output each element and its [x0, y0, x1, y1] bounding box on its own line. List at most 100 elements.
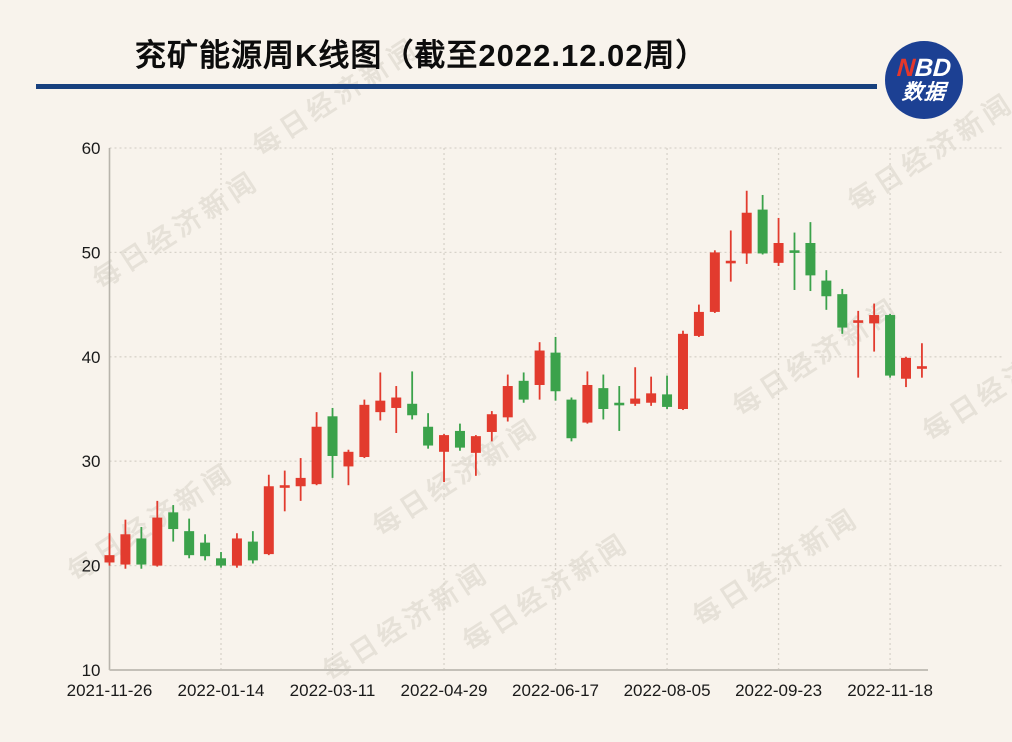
candle — [741, 190, 752, 264]
nbd-logo-bd: BD — [913, 54, 953, 82]
candle — [518, 372, 529, 403]
candle — [821, 270, 832, 310]
candle-body — [439, 435, 450, 452]
candle-body — [550, 352, 561, 392]
candle — [646, 376, 657, 406]
candle — [853, 310, 864, 378]
candle — [152, 500, 163, 567]
candle-body — [279, 485, 290, 488]
candle-body — [231, 538, 242, 566]
candle — [247, 531, 258, 564]
candle-body — [200, 542, 211, 557]
candle-body — [120, 534, 131, 565]
candle — [885, 313, 896, 378]
y-axis-tick-label: 30 — [82, 452, 101, 471]
candle-body — [168, 512, 179, 530]
candle — [454, 423, 465, 451]
candle-body — [327, 416, 338, 456]
candle — [423, 413, 434, 449]
candle-body — [646, 393, 657, 403]
candle — [693, 304, 704, 337]
candle-body — [741, 212, 752, 254]
candle — [805, 222, 816, 292]
candle-body — [869, 315, 880, 324]
candle-body — [534, 350, 545, 385]
candle — [216, 552, 227, 568]
candle — [789, 232, 800, 290]
candle-body — [311, 426, 322, 485]
candle — [311, 412, 322, 486]
candle-body — [407, 403, 418, 416]
candle-body — [184, 531, 195, 556]
x-axis-tick-label: 2022-06-17 — [512, 681, 599, 700]
x-axis-tick-label: 2022-09-23 — [735, 681, 822, 700]
y-axis-tick-label: 20 — [82, 557, 101, 576]
candle — [630, 367, 641, 406]
candle — [486, 411, 497, 442]
candle-body — [423, 426, 434, 446]
title-underline — [36, 84, 877, 89]
nbd-logo: NBD 数据 — [885, 41, 963, 119]
y-axis-tick-label: 10 — [82, 661, 101, 680]
candle-body — [502, 386, 513, 418]
candle-body — [885, 315, 896, 376]
candle — [757, 194, 768, 255]
x-axis-tick-label: 2022-08-05 — [624, 681, 711, 700]
candle — [231, 533, 242, 568]
candle — [168, 505, 179, 542]
candle — [136, 526, 147, 569]
candle — [773, 217, 784, 266]
candle — [550, 336, 561, 401]
candle — [677, 330, 688, 411]
candle-body — [582, 384, 593, 423]
candle-body — [805, 243, 816, 276]
candle — [295, 458, 306, 501]
candle-body — [343, 451, 354, 467]
candle — [279, 470, 290, 512]
candle-body — [709, 252, 720, 312]
candle — [200, 534, 211, 561]
candle-body — [359, 404, 370, 458]
candle-body — [853, 320, 864, 323]
candle — [725, 230, 736, 282]
candle — [407, 371, 418, 420]
x-axis-tick-label: 2022-03-11 — [290, 681, 376, 700]
candle — [662, 375, 673, 409]
y-axis-tick-label: 50 — [82, 243, 101, 262]
candle — [901, 356, 911, 388]
nbd-logo-n: N — [895, 54, 916, 82]
candle — [709, 250, 720, 313]
candle — [375, 372, 386, 421]
x-axis-tick-label: 2022-04-29 — [401, 681, 488, 700]
candle-body — [263, 486, 274, 555]
candle — [916, 343, 927, 378]
nbd-logo-shuju: 数据 — [901, 81, 947, 104]
candle — [502, 374, 513, 422]
candle-body — [773, 243, 784, 263]
x-axis-tick-label: 2022-11-18 — [847, 681, 933, 700]
candle — [470, 435, 481, 476]
x-axis-tick-label: 2021-11-26 — [67, 681, 153, 700]
candle-body — [470, 436, 481, 453]
candle-body — [454, 430, 465, 448]
candle — [566, 397, 577, 442]
candle — [614, 386, 625, 431]
candle-body — [247, 541, 258, 561]
nbd-logo-text: NBD — [895, 54, 953, 82]
candle — [534, 342, 545, 400]
page-title: 兖矿能源周K线图（截至2022.12.02周） — [135, 38, 708, 73]
candle-body — [518, 380, 529, 400]
candle-body — [662, 394, 673, 407]
candle-body — [916, 366, 927, 369]
candle-body — [486, 414, 497, 432]
candle — [598, 374, 609, 420]
candle — [263, 474, 274, 556]
candle-body — [375, 400, 386, 413]
candle — [582, 371, 593, 424]
candle-body — [598, 388, 609, 409]
candle-body — [630, 398, 641, 404]
candle — [869, 303, 880, 352]
x-axis-tick-label: 2022-01-14 — [178, 681, 265, 700]
candle-body — [693, 311, 704, 336]
